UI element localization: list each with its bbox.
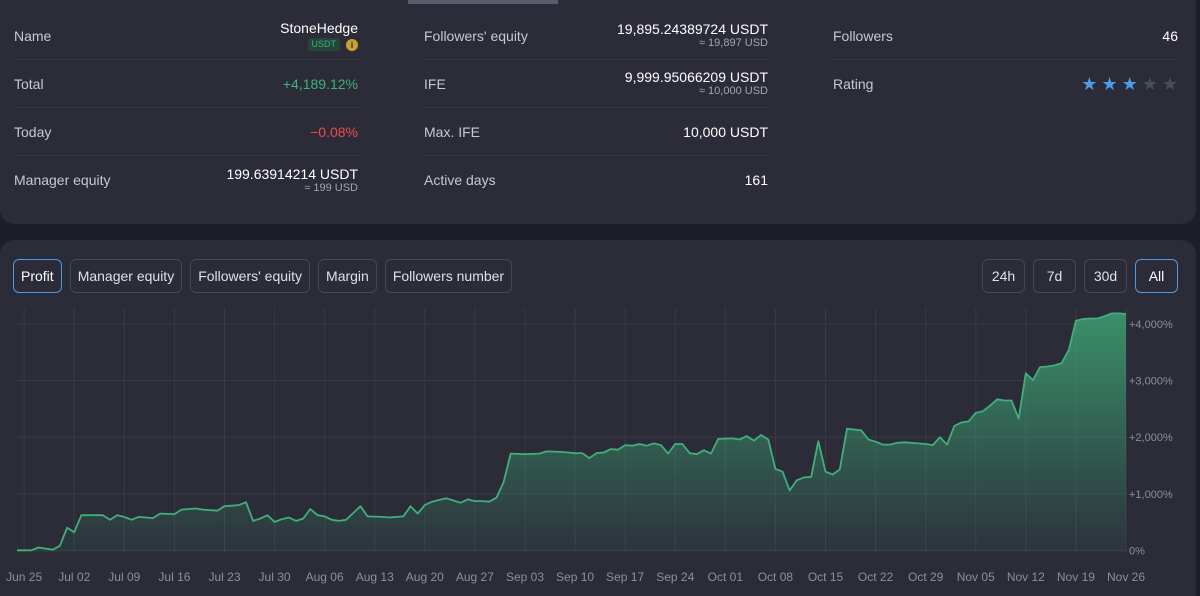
rating-star-icon: ★ (1121, 74, 1138, 94)
x-tick-label: Nov 19 (1057, 570, 1095, 584)
x-tick-label: Oct 29 (908, 570, 944, 584)
ife-value: 9,999.95066209 USDT (624, 69, 768, 85)
rating-row: Rating ★ ★ ★ ★ ★ (833, 60, 1178, 108)
manager-equity-usd: ≈ 199 USD (304, 181, 358, 194)
range-button[interactable]: 30d (1084, 259, 1127, 293)
x-tick-label: Jul 02 (58, 570, 90, 584)
chart-tab[interactable]: Profit (13, 259, 62, 293)
chart-tabs: Profit Manager equity Followers' equity Mar… (13, 259, 513, 293)
ife-label: IFE (424, 75, 446, 92)
x-tick-label: Oct 15 (808, 570, 844, 584)
manager-equity-row: Manager equity 199.63914214 USDT ≈ 199 U… (14, 156, 358, 204)
x-tick-label: Aug 13 (356, 570, 394, 584)
x-tick-label: Jul 23 (208, 570, 240, 584)
followers-equity-usd: ≈ 19,897 USD (698, 37, 768, 49)
chart-tab[interactable]: Followers' equity (190, 259, 311, 293)
total-value: +4,189.12% (282, 75, 358, 92)
profit-area (17, 313, 1126, 552)
y-tick-label: 0% (1129, 545, 1145, 557)
manager-equity-label: Manager equity (14, 172, 111, 188)
x-tick-label: Oct 22 (858, 570, 894, 584)
x-tick-label: Nov 26 (1107, 570, 1145, 584)
y-tick-label: +2,000% (1129, 432, 1173, 444)
x-tick-label: Jul 30 (259, 570, 291, 584)
name-row: Name StoneHedge USDT i (14, 12, 358, 60)
total-row: Total +4,189.12% (14, 60, 358, 108)
chart-tab[interactable]: Followers number (384, 259, 513, 293)
manager-name[interactable]: StoneHedge (280, 20, 358, 36)
range-button[interactable]: All (1135, 259, 1178, 293)
rating-star-icon: ★ (1101, 74, 1118, 94)
rating-star-icon: ★ (1141, 74, 1158, 94)
y-tick-label: +4,000% (1129, 319, 1173, 331)
x-tick-label: Sep 10 (556, 570, 594, 584)
max-ife-value: 10,000 USDT (683, 123, 768, 140)
x-tick-label: Jul 09 (108, 570, 140, 584)
chart-card: 0% +1,000% +2,000% +3,000% +4,000% Jun 25 Jul … (0, 240, 1196, 596)
x-tick-label: Nov 05 (957, 570, 995, 584)
manager-equity-value: 199.63914214 USDT (226, 165, 358, 182)
followers-equity-row: Followers' equity 19,895.24389724 USDT ≈… (424, 12, 768, 60)
today-value: −0.08% (310, 123, 358, 140)
info-icon[interactable]: i (346, 38, 358, 51)
name-value-block: StoneHedge USDT i (280, 20, 358, 51)
rating-star-icon: ★ (1081, 74, 1098, 94)
x-tick-label: Aug 27 (456, 570, 494, 584)
followers-label: Followers (833, 27, 893, 44)
profit-chart: 0% +1,000% +2,000% +3,000% +4,000% Jun 25 Jul … (6, 308, 1173, 584)
followers-equity-value: 19,895.24389724 USDT (617, 21, 768, 37)
summary-column-social: Followers 46 Rating ★ ★ ★ ★ ★ (833, 12, 1178, 108)
followers-row: Followers 46 (833, 12, 1178, 60)
profit-line (17, 312, 1127, 552)
range-selector: 24h 7d 30d All (982, 259, 1178, 293)
followers-equity-label: Followers' equity (424, 27, 528, 44)
y-tick-label: +3,000% (1129, 376, 1173, 388)
today-row: Today −0.08% (14, 108, 358, 156)
total-label: Total (14, 75, 44, 92)
chart-tab[interactable]: Manager equity (69, 259, 183, 293)
summary-card: Name StoneHedge USDT i Total +4,189.12% … (0, 0, 1196, 224)
ife-usd: ≈ 10,000 USD (698, 85, 768, 97)
tab-indicator (408, 0, 558, 4)
summary-column-manager: Name StoneHedge USDT i Total +4,189.12% … (14, 12, 358, 204)
active-days-label: Active days (424, 172, 496, 188)
rating-stars: ★ ★ ★ ★ ★ (1081, 75, 1178, 93)
x-tick-label: Nov 12 (1007, 570, 1045, 584)
y-tick-label: +1,000% (1129, 489, 1173, 501)
x-tick-label: Sep 17 (606, 570, 644, 584)
range-button[interactable]: 7d (1033, 259, 1076, 293)
max-ife-row: Max. IFE 10,000 USDT (424, 108, 768, 156)
x-tick-label: Sep 24 (656, 570, 694, 584)
rating-label: Rating (833, 76, 874, 92)
today-label: Today (14, 123, 52, 140)
ife-row: IFE 9,999.95066209 USDT ≈ 10,000 USD (424, 60, 768, 108)
x-tick-label: Jun 25 (6, 570, 42, 584)
x-tick-label: Oct 01 (708, 570, 744, 584)
x-tick-label: Aug 06 (306, 570, 344, 584)
followers-value: 46 (1162, 27, 1178, 44)
rating-star-icon: ★ (1161, 74, 1178, 94)
x-tick-label: Sep 03 (506, 570, 544, 584)
name-label: Name (14, 27, 52, 44)
active-days-value: 161 (744, 172, 768, 188)
x-tick-label: Oct 08 (758, 570, 794, 584)
active-days-row: Active days 161 (424, 156, 768, 204)
x-tick-label: Jul 16 (158, 570, 190, 584)
currency-badge: USDT (307, 38, 340, 51)
range-button[interactable]: 24h (982, 259, 1025, 293)
max-ife-label: Max. IFE (424, 123, 481, 140)
summary-column-followers: Followers' equity 19,895.24389724 USDT ≈… (424, 12, 768, 204)
chart-tab[interactable]: Margin (318, 259, 377, 293)
x-tick-label: Aug 20 (406, 570, 444, 584)
